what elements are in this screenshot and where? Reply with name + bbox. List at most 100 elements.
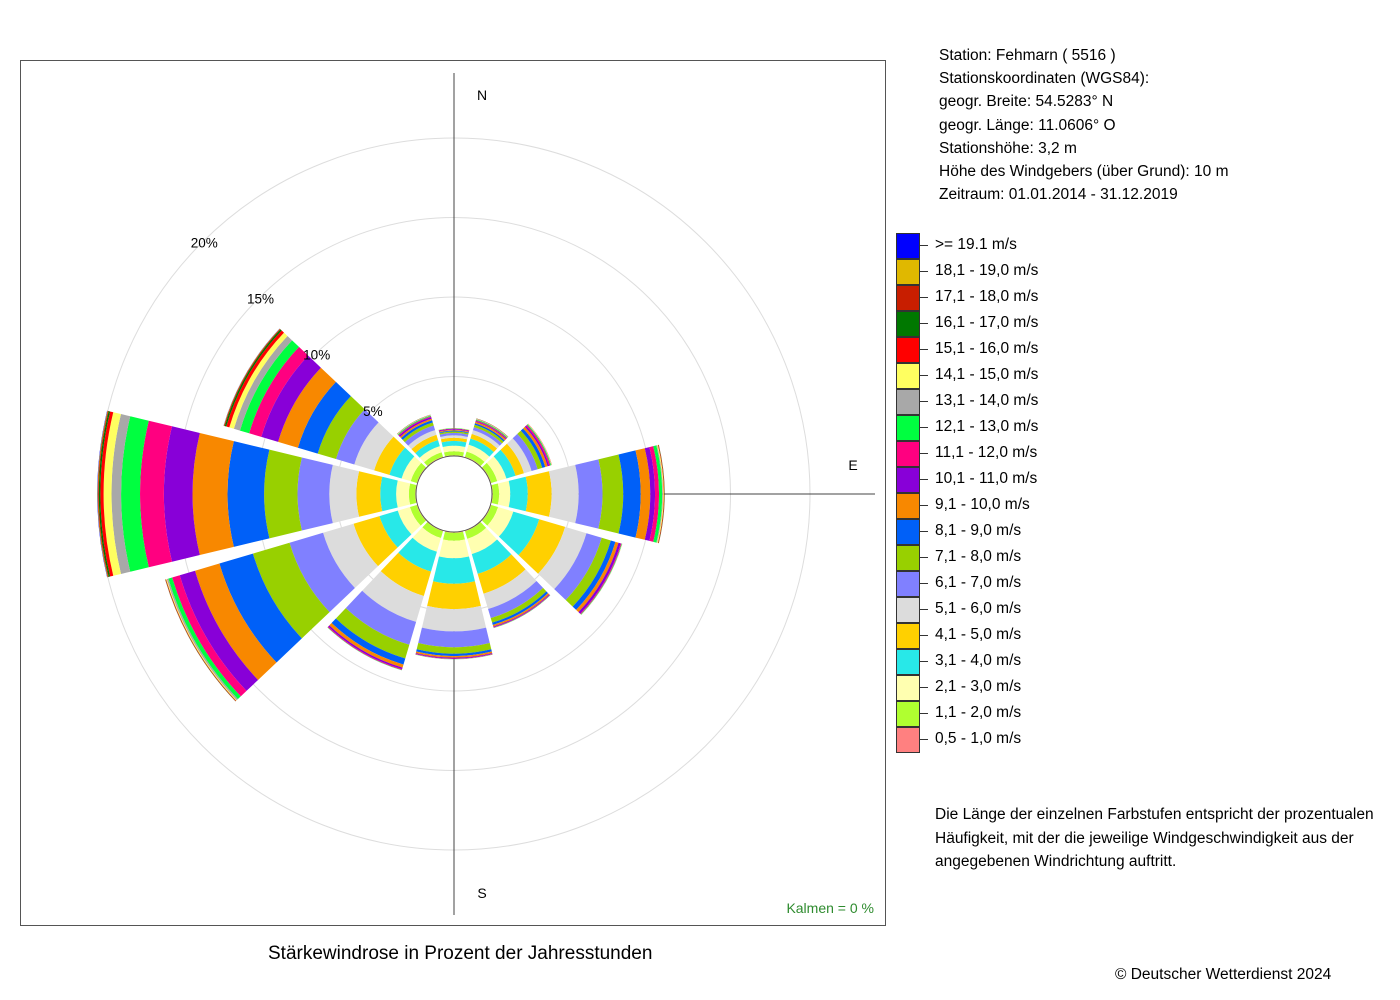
windrose-segment xyxy=(331,618,406,665)
windrose-segment xyxy=(523,426,548,467)
legend-swatch xyxy=(896,597,920,623)
legend-label: 8,1 - 9,0 m/s xyxy=(935,522,1022,539)
windrose-segment xyxy=(470,433,498,453)
windrose-segment xyxy=(512,433,538,472)
windrose-segment xyxy=(379,510,412,548)
windrose-segment xyxy=(438,428,470,431)
windrose-segment xyxy=(444,451,464,457)
windrose-segment xyxy=(517,430,543,470)
windrose-segment xyxy=(396,480,411,508)
windrose-segment xyxy=(439,429,469,433)
windrose-segment xyxy=(488,580,544,619)
windrose-segment xyxy=(227,441,270,547)
copyright-notice: © Deutscher Wetterdienst 2024 xyxy=(1115,966,1332,983)
compass-label-north: N xyxy=(477,87,487,103)
windrose-segment xyxy=(439,430,469,434)
windrose-segment xyxy=(297,457,333,531)
legend-swatch xyxy=(896,233,920,259)
windrose-segment xyxy=(440,435,468,440)
windrose-segment xyxy=(442,445,466,453)
windrose-segment xyxy=(409,505,426,526)
windrose-segment xyxy=(618,450,641,538)
legend-label: 11,1 - 12,0 m/s xyxy=(935,444,1038,461)
legend-label: 10,1 - 11,0 m/s xyxy=(935,470,1038,487)
windrose-segment xyxy=(487,507,514,537)
legend-item: 0,5 - 1,0 m/s xyxy=(896,727,1096,753)
legend-item: 7,1 - 8,0 m/s xyxy=(896,545,1096,571)
station-latitude: geogr. Breite: 54.5283° N xyxy=(939,93,1114,110)
legend-tick xyxy=(920,687,928,688)
windrose-segment xyxy=(525,471,552,517)
windrose-segment xyxy=(657,445,664,543)
windrose-segment xyxy=(416,643,492,654)
windrose-segment xyxy=(439,432,469,437)
windrose-segment xyxy=(317,396,365,460)
windrose-segment xyxy=(410,462,426,483)
windrose-segment xyxy=(465,451,485,466)
windrose-segment xyxy=(98,411,111,577)
windrose-segment xyxy=(239,340,299,434)
windrose-segment xyxy=(401,456,422,482)
windrose-chart: 5% 10% 15% 20% N E S xyxy=(97,73,875,915)
legend-label: 9,1 - 10,0 m/s xyxy=(935,496,1030,513)
legend-tick xyxy=(920,349,928,350)
legend-tick xyxy=(920,453,928,454)
legend-item: 15,1 - 16,0 m/s xyxy=(896,337,1096,363)
windrose-segment xyxy=(194,563,277,680)
legend-label: 18,1 - 19,0 m/s xyxy=(935,262,1039,279)
windrose-segment xyxy=(473,424,504,444)
windrose-segment xyxy=(439,431,469,435)
windrose-segment xyxy=(415,653,493,659)
windrose-segment xyxy=(97,410,108,578)
windrose-segment xyxy=(418,627,490,648)
windrose-segment xyxy=(524,425,550,467)
windrose-segment xyxy=(658,444,665,544)
windrose-segment xyxy=(226,330,284,428)
ring-label: 20% xyxy=(191,235,218,250)
windrose-segment xyxy=(380,476,398,512)
windrose-segment xyxy=(278,367,336,448)
windrose-segment xyxy=(468,438,494,457)
legend-swatch xyxy=(896,337,920,363)
explanation-note: Die Länge der einzelnen Farbstufen entsp… xyxy=(935,806,1374,870)
windrose-segment xyxy=(261,355,321,442)
legend-tick xyxy=(920,583,928,584)
legend-tick xyxy=(920,635,928,636)
windrose-segment xyxy=(229,332,288,429)
windrose-segment xyxy=(353,516,398,567)
legend-item: 8,1 - 9,0 m/s xyxy=(896,519,1096,545)
windrose-segment xyxy=(374,436,406,475)
windrose-segment xyxy=(575,459,603,529)
windrose-segment xyxy=(467,527,498,555)
windrose-segment xyxy=(565,537,611,607)
windrose-segment xyxy=(472,427,503,446)
legend-item: 18,1 - 19,0 m/s xyxy=(896,259,1096,285)
legend-item: 1,1 - 2,0 m/s xyxy=(896,701,1096,727)
ring-label: 10% xyxy=(303,348,330,363)
windrose-segment xyxy=(415,651,493,658)
windrose-segment xyxy=(649,446,659,542)
windrose-segment xyxy=(219,553,302,663)
windrose-segment xyxy=(482,505,499,526)
windrose-segment xyxy=(398,537,437,572)
windrose-segment xyxy=(415,484,418,504)
legend-swatch xyxy=(896,727,920,753)
windrose-segment xyxy=(482,462,498,483)
windrose-segment xyxy=(264,449,302,539)
legend-tick xyxy=(920,271,928,272)
station-name: Station: Fehmarn ( 5516 ) xyxy=(939,47,1116,64)
legend-swatch xyxy=(896,675,920,701)
windrose-segment xyxy=(474,421,506,441)
windrose-segment xyxy=(297,381,351,454)
windrose-segment xyxy=(336,409,379,465)
windrose-segment xyxy=(415,440,440,458)
windrose-segment xyxy=(389,447,415,479)
station-coordinates-heading: Stationskoordinaten (WGS84): xyxy=(939,70,1150,87)
windrose-segment xyxy=(653,445,663,543)
legend-item: 5,1 - 6,0 m/s xyxy=(896,597,1096,623)
legend-item: 10,1 - 11,0 m/s xyxy=(896,467,1096,493)
windrose-segment xyxy=(438,428,470,432)
legend-item: 3,1 - 4,0 m/s xyxy=(896,649,1096,675)
windrose-segment xyxy=(412,527,441,552)
windrose-segment xyxy=(356,471,383,517)
